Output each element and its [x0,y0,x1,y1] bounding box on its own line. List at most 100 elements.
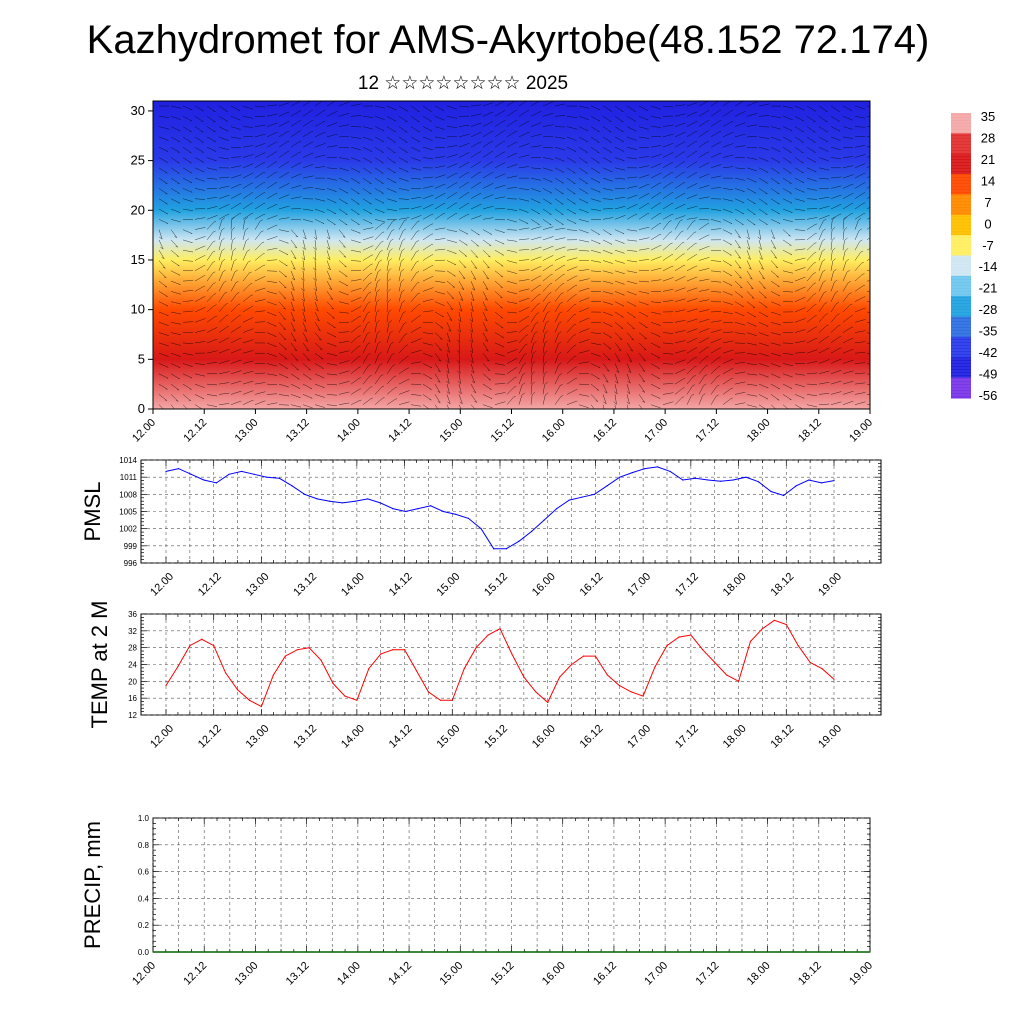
temperature-2m-point [726,674,728,676]
pmsl-y-tick-label: 999 [124,542,138,551]
precipitation-y-tick-label: 0.2 [138,921,150,930]
pmsl-x-tick-label: 18.12 [768,571,796,599]
pmsl-x-tick-label: 15.12 [482,571,510,599]
precipitation-point [715,951,717,953]
temperature-2m-x-tick-label: 14.12 [387,723,415,751]
colorbar-swatch [951,296,971,318]
pmsl-y-tick-label: 1008 [119,490,137,499]
pmsl-point [606,485,608,487]
pmsl-point [430,505,432,507]
temperature-2m-point [737,680,740,682]
colorbar-label: -56 [979,388,998,403]
pmsl-x-tick-label: 18.00 [721,571,749,599]
pmsl-x-tick-label: 12.12 [196,571,224,599]
precipitation-point [229,951,231,953]
colorbar-label: 7 [984,195,991,210]
temperature-2m-x-tick-label: 16.12 [578,723,606,751]
pmsl-x-tick-label: 12.00 [148,571,176,599]
x-tick-label: 16.12 [591,417,619,445]
y-tick-label: 25 [131,153,145,168]
pmsl-point [178,467,180,470]
pmsl-point [619,476,621,478]
temperature-2m-point [356,699,358,701]
temperature-2m-point [201,638,203,640]
precipitation-point [741,951,743,953]
precipitation-y-tick-label: 0.8 [138,841,150,850]
pmsl-x-tick-label: 13.12 [291,571,319,599]
precipitation-point [651,951,653,953]
colorbar-swatch [951,153,971,175]
temperature-2m-x-tick-label: 13.12 [291,723,319,751]
pmsl-series-line [165,466,835,550]
temperature-2m-ticks [141,613,881,716]
pmsl-point [820,482,822,484]
pmsl-point [190,473,192,475]
temperature-2m-point [761,628,764,630]
precipitation-y-tick-label: 0.6 [138,868,150,877]
pmsl-y-tick-label: 996 [124,559,138,568]
precipitation-point [754,951,756,953]
precipitation-point [536,951,538,953]
temperature-2m-x-tick-label: 14.00 [339,723,367,751]
colorbar-swatch [951,174,971,195]
pmsl-point [493,548,495,550]
pmsl-point [644,467,646,470]
temperature-2m-x-tick-label: 12.12 [196,723,224,751]
pmsl-point [467,517,470,519]
pmsl-x-tick-label: 19.00 [816,571,844,599]
precipitation-point [293,951,295,953]
precipitation-point [664,951,666,953]
temperature-2m-point [213,644,215,647]
pmsl-point [354,500,356,502]
pmsl-y-tick-label: 1002 [119,525,137,534]
pmsl-panel: 1014 1011 1008 1005 1002 999 996 12.00 12.12 13.0… [80,456,882,599]
temperature-2m-point [392,649,394,651]
colorbar-swatch [951,133,971,155]
pmsl-x-tick-label: 17.00 [625,571,653,599]
temperature-2m-point [678,636,680,638]
precipitation-point [152,951,154,953]
x-tick-label: 19.00 [847,417,875,445]
temperature-2m-point [177,666,179,668]
pmsl-point [379,502,381,504]
pmsl-point [707,479,709,481]
pmsl-point [631,471,633,474]
temperature-2m-point [797,644,799,647]
precipitation-point [485,951,487,953]
temperature-2m-point [296,649,298,651]
pmsl-point [253,473,255,475]
chart-subtitle: 12 ☆☆☆☆☆☆☆☆ 2025 [357,73,569,94]
precipitation-point [190,951,193,953]
precipitation-point [382,951,385,953]
colorbar-swatch [951,316,971,338]
precipitation-point [690,951,692,953]
colorbar-swatch [951,336,971,358]
precipitation-point [165,951,167,953]
temperature-2m-point [559,676,561,678]
pmsl-point [833,480,835,482]
x-tick-label: 14.00 [335,417,363,445]
temperature-2m-point [642,695,644,697]
temperature-2m-point [403,649,406,651]
temperature-2m-point [439,699,441,701]
temperature-2m-point [451,699,453,701]
colorbar-label: 28 [981,130,995,145]
temperature-2m-point [415,670,418,672]
precipitation-point [600,951,602,953]
temperature-2m-point [749,640,752,642]
precipitation-point [254,951,257,953]
temperature-2m-point [332,682,334,685]
cross-section-field [153,101,870,409]
pmsl-ticks [141,459,881,564]
x-tick-label: 18.00 [745,417,773,445]
precipitation-point [702,951,705,953]
y-tick-label: 0 [138,401,145,416]
pmsl-point [770,490,772,493]
y-tick-label: 30 [131,103,145,118]
temperature-2m-point [821,668,823,670]
precipitation-point [843,951,845,953]
precipitation-point [856,951,858,953]
temperature-2m-point [702,649,704,651]
x-tick-label: 15.12 [489,417,517,445]
temperature-2m-x-tick-label: 17.12 [673,723,701,751]
